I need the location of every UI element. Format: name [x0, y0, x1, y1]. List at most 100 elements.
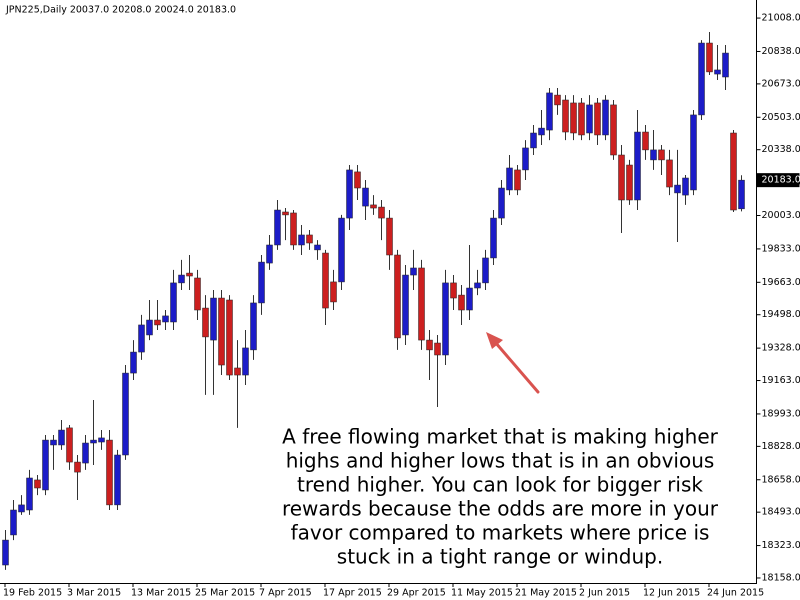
candle-body — [506, 167, 513, 191]
candle-body — [242, 347, 249, 376]
candle-body — [530, 132, 537, 149]
candle-body — [586, 104, 593, 134]
current-price-box — [756, 173, 800, 188]
candle-body — [418, 267, 425, 341]
y-tick-label: 20338.0 — [762, 144, 800, 155]
candle-body — [674, 184, 681, 194]
candle-body — [442, 282, 449, 356]
candle-body — [634, 131, 641, 201]
x-tick-label: 17 Apr 2015 — [323, 588, 382, 599]
candle-body — [514, 169, 521, 191]
candle-body — [2, 539, 9, 566]
annotation-line: A free flowing market that is making hig… — [282, 425, 718, 449]
y-tick-label: 18158.0 — [762, 572, 800, 583]
candle-body — [298, 234, 305, 246]
candle-body — [714, 69, 721, 75]
candle-body — [602, 99, 609, 136]
candle-body — [282, 211, 289, 216]
candle-body — [410, 267, 417, 276]
x-tick-label: 11 May 2015 — [451, 588, 513, 599]
candle-body — [338, 217, 345, 283]
candle-body — [178, 274, 185, 284]
candle-body — [146, 319, 153, 336]
candle-body — [122, 372, 129, 456]
x-tick-label: 12 Jun 2015 — [643, 588, 700, 599]
candle-body — [394, 254, 401, 339]
candle-body — [354, 171, 361, 189]
x-tick-label: 24 Jun 2015 — [707, 588, 764, 599]
candle-body — [90, 439, 97, 444]
candle-body — [82, 442, 89, 464]
candle-body — [106, 439, 113, 506]
candle-body — [378, 206, 385, 219]
candle-body — [642, 131, 649, 151]
candle-body — [434, 342, 441, 356]
candle-body — [538, 127, 545, 136]
candle-body — [386, 217, 393, 256]
x-tick-label: 21 May 2015 — [515, 588, 577, 599]
x-tick-label: 7 Apr 2015 — [259, 588, 312, 599]
y-tick-label: 19498.0 — [762, 309, 800, 320]
candle-body — [258, 261, 265, 304]
y-tick-label: 19833.0 — [762, 243, 800, 254]
candle-body — [226, 299, 233, 376]
candle-body — [194, 277, 201, 311]
candle-body — [666, 159, 673, 188]
candle-body — [594, 102, 601, 136]
y-tick-label: 19328.0 — [762, 343, 800, 354]
candle-body — [610, 104, 617, 156]
candle-body — [450, 282, 457, 299]
candle-body — [682, 177, 689, 196]
candle-body — [314, 244, 321, 251]
candle-body — [554, 94, 561, 106]
candle-body — [490, 217, 497, 259]
x-tick-label: 2 Jun 2015 — [579, 588, 630, 599]
candle-body — [618, 154, 625, 201]
candle-body — [290, 212, 297, 246]
candle-body — [50, 439, 57, 446]
y-tick-label: 21008.0 — [762, 13, 800, 24]
candle-body — [210, 297, 217, 341]
annotation-line: highs and higher lows that is in an obvi… — [286, 449, 715, 473]
candle-body — [218, 297, 225, 366]
candle-body — [250, 302, 257, 351]
candle-body — [58, 429, 65, 446]
candle-body — [738, 179, 745, 210]
candle-body — [650, 149, 657, 161]
candle-body — [42, 439, 49, 491]
candle-body — [482, 257, 489, 284]
candle-body — [10, 509, 17, 536]
annotation-line: stuck in a tight range or windup. — [337, 545, 663, 569]
arrow — [486, 332, 540, 394]
candle-body — [498, 187, 505, 219]
y-tick-label: 19163.0 — [762, 375, 800, 386]
y-tick-label: 20003.0 — [762, 210, 800, 221]
candle-body — [154, 319, 161, 326]
candle-body — [66, 427, 73, 463]
annotation-line: trend higher. You can look for bigger ri… — [297, 473, 703, 497]
candle-body — [658, 149, 665, 161]
candle-body — [330, 281, 337, 303]
candle-body — [18, 504, 25, 513]
candle-body — [562, 99, 569, 133]
candle-body — [690, 114, 697, 191]
y-tick-label: 18323.0 — [762, 540, 800, 551]
candle-body — [426, 339, 433, 351]
candle-body — [458, 294, 465, 311]
candle-body — [626, 164, 633, 201]
x-tick-label: 3 Mar 2015 — [67, 588, 121, 599]
candle-body — [274, 209, 281, 246]
y-tick-label: 18658.0 — [762, 474, 800, 485]
candle-body — [74, 461, 81, 473]
y-tick-label: 20838.0 — [762, 46, 800, 57]
candle-body — [26, 477, 33, 511]
annotation-line: favor compared to markets where price is — [291, 521, 710, 545]
candle-body — [370, 204, 377, 209]
candle-body — [466, 287, 473, 311]
candle-body — [722, 52, 729, 78]
candle-body — [522, 147, 529, 171]
candle-body — [402, 274, 409, 336]
y-tick-label: 19663.0 — [762, 277, 800, 288]
candle-body — [266, 244, 273, 264]
